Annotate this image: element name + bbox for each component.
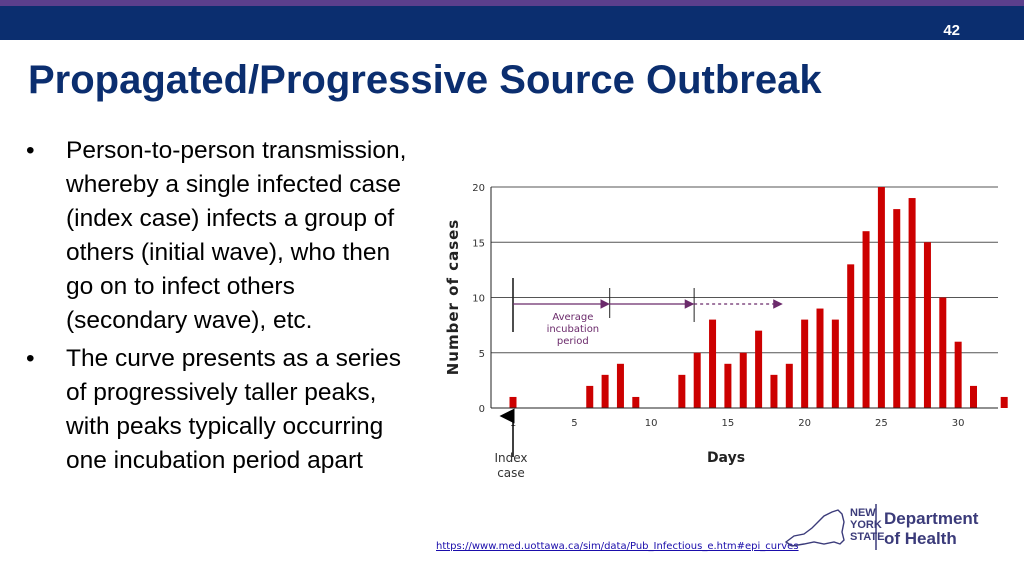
index-case-label-line-2: case	[497, 466, 525, 480]
x-tick-label-25: 25	[875, 418, 888, 429]
x-tick-label-30: 30	[952, 418, 965, 429]
y-tick-label-20: 20	[472, 183, 485, 194]
bar-day-27	[908, 198, 916, 408]
bar-day-28	[923, 242, 931, 408]
tick-labels: 0510152015101520253035DaysNumber of case…	[444, 183, 965, 466]
x-tick-label-5: 5	[571, 418, 577, 429]
bar-day-25	[877, 187, 885, 408]
bar-day-15	[724, 363, 732, 408]
bar-day-33	[1000, 396, 1008, 408]
logo-dept-line-2: of Health	[884, 529, 957, 548]
y-tick-label-15: 15	[472, 238, 485, 249]
bar-day-7	[601, 374, 609, 408]
y-tick-label-5: 5	[479, 349, 485, 360]
bar-day-18	[770, 374, 778, 408]
bar-day-9	[632, 396, 640, 408]
bar-day-14	[709, 319, 717, 408]
bar-day-17	[755, 330, 763, 408]
incubation-label-line-1: Average	[552, 312, 593, 323]
logo-state-line-1: NEW	[850, 507, 876, 519]
header-bar: 42	[0, 6, 1024, 40]
bar-series	[509, 187, 1008, 408]
header-accent-stripe	[0, 0, 1024, 6]
y-tick-label-0: 0	[479, 404, 485, 415]
bar-day-6	[586, 385, 594, 408]
bar-day-31	[970, 385, 977, 408]
x-tick-label-10: 10	[645, 418, 658, 429]
bullet-marker: •	[26, 137, 35, 164]
source-link[interactable]: https://www.med.uottawa.ca/sim/data/Pub_…	[436, 541, 799, 552]
slide-title: Propagated/Progressive Source Outbreak	[28, 58, 822, 102]
bar-day-23	[847, 264, 855, 408]
bar-day-29	[939, 297, 947, 408]
bullet-text-2: The curve presents as a series of progre…	[66, 345, 401, 474]
bullet-item-1: • Person-to-person transmission, whereby …	[22, 134, 422, 338]
bullet-list: • Person-to-person transmission, whereby …	[22, 134, 422, 482]
x-tick-label-20: 20	[798, 418, 811, 429]
bar-day-24	[862, 231, 870, 408]
x-axis-title: Days	[707, 450, 745, 466]
incubation-label-line-3: period	[557, 336, 589, 347]
logo-state-line-2: YORK	[850, 519, 882, 531]
bar-day-1	[509, 396, 517, 408]
bar-day-22	[831, 319, 839, 408]
incubation-label-line-2: incubation	[547, 324, 600, 335]
nys-department-of-health-logo: NEW YORK STATE Department of Health	[784, 504, 979, 550]
epi-curve-chart: 0510152015101520253035DaysNumber of case…	[444, 183, 1008, 480]
bullet-text-1: Person-to-person transmission, whereby a…	[66, 137, 407, 334]
axes	[490, 187, 998, 409]
y-tick-label-10: 10	[472, 294, 485, 305]
bar-day-21	[816, 308, 824, 408]
slide-number: 42	[943, 22, 960, 39]
bar-day-12	[678, 374, 686, 408]
bar-day-26	[893, 209, 901, 408]
logo-dept-line-1: Department	[884, 509, 979, 528]
y-axis-title: Number of cases	[444, 219, 462, 376]
x-tick-label-15: 15	[722, 418, 735, 429]
ny-state-silhouette-icon	[784, 509, 845, 547]
logo-state-line-3: STATE	[850, 531, 884, 543]
bar-day-16	[739, 352, 747, 408]
bullet-marker: •	[26, 345, 35, 372]
bar-day-20	[801, 319, 809, 408]
bullet-item-2: • The curve presents as a series of progr…	[22, 342, 422, 478]
bar-day-8	[616, 363, 624, 408]
bar-day-13	[693, 352, 701, 408]
bar-day-30	[954, 341, 962, 408]
bar-day-19	[785, 363, 793, 408]
index-case-label-line-1: Index	[494, 451, 527, 465]
